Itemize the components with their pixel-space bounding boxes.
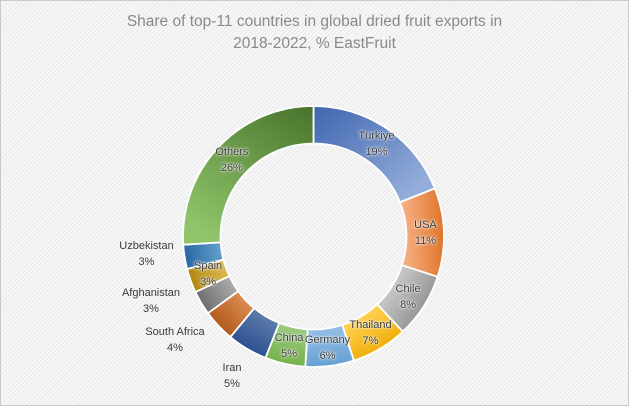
- slice-others: [182, 105, 315, 246]
- chart-title-line1: Share of top-11 countries in global drie…: [126, 13, 503, 30]
- chart-title-line2: 2018-2022, % EastFruit: [233, 35, 396, 52]
- chart-title: Share of top-11 countries in global drie…: [1, 11, 628, 55]
- slice-usa: [399, 187, 445, 278]
- slice-türkiye: [312, 105, 436, 204]
